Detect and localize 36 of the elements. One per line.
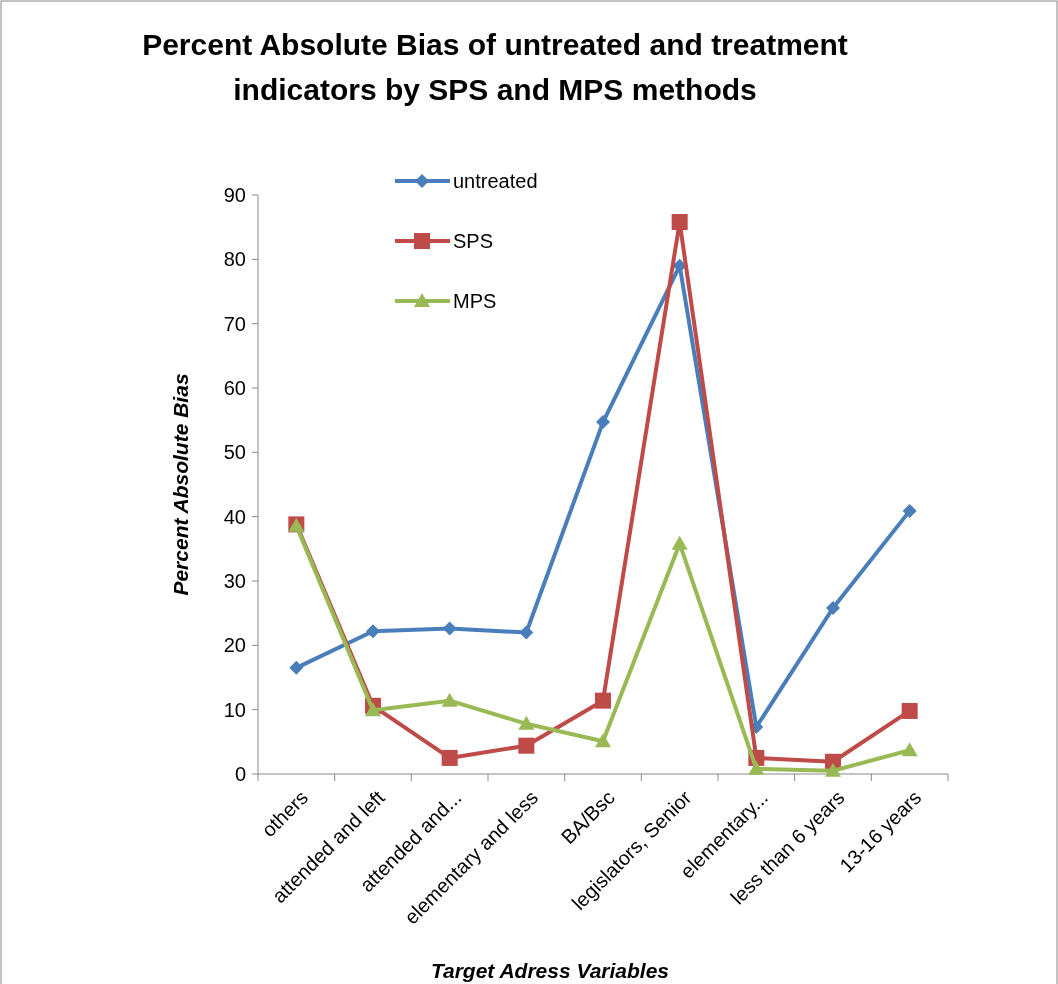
y-tick-label: 30	[223, 570, 246, 592]
y-tick-label: 80	[223, 248, 246, 271]
point	[441, 692, 458, 707]
point	[826, 601, 840, 616]
point	[518, 715, 535, 730]
point	[671, 535, 688, 550]
point	[902, 503, 917, 518]
y-tick-label: 20	[223, 634, 246, 657]
y-axis-title: Percent Absolute Bias	[169, 373, 192, 596]
point	[289, 660, 304, 675]
legend-label: MPS	[453, 290, 497, 312]
legend-label: untreated	[453, 170, 538, 192]
y-tick-label: 70	[223, 312, 246, 335]
point	[595, 733, 611, 748]
y-tick-label: 60	[223, 377, 246, 399]
point	[441, 749, 458, 766]
x-axis-title: Target Adress Variables	[430, 959, 670, 982]
y-tick-label: 90	[223, 184, 246, 206]
point	[596, 415, 610, 430]
point	[595, 692, 611, 709]
point	[671, 214, 688, 231]
point	[748, 760, 765, 775]
y-tick-label: 50	[223, 441, 246, 464]
point	[365, 702, 381, 717]
point	[366, 624, 380, 639]
point	[825, 762, 841, 777]
point	[901, 702, 918, 719]
point	[901, 742, 918, 757]
legend-label: SPS	[453, 230, 494, 252]
y-tick-label: 0	[234, 763, 246, 785]
y-tick-label: 10	[223, 698, 246, 721]
chart-title: Percent Absolute Bias of untreated and treatment indicators by SPS and MPS methods	[142, 28, 848, 106]
point	[519, 625, 534, 640]
point	[442, 621, 457, 636]
point	[518, 737, 535, 754]
y-tick-label: 40	[223, 505, 246, 528]
